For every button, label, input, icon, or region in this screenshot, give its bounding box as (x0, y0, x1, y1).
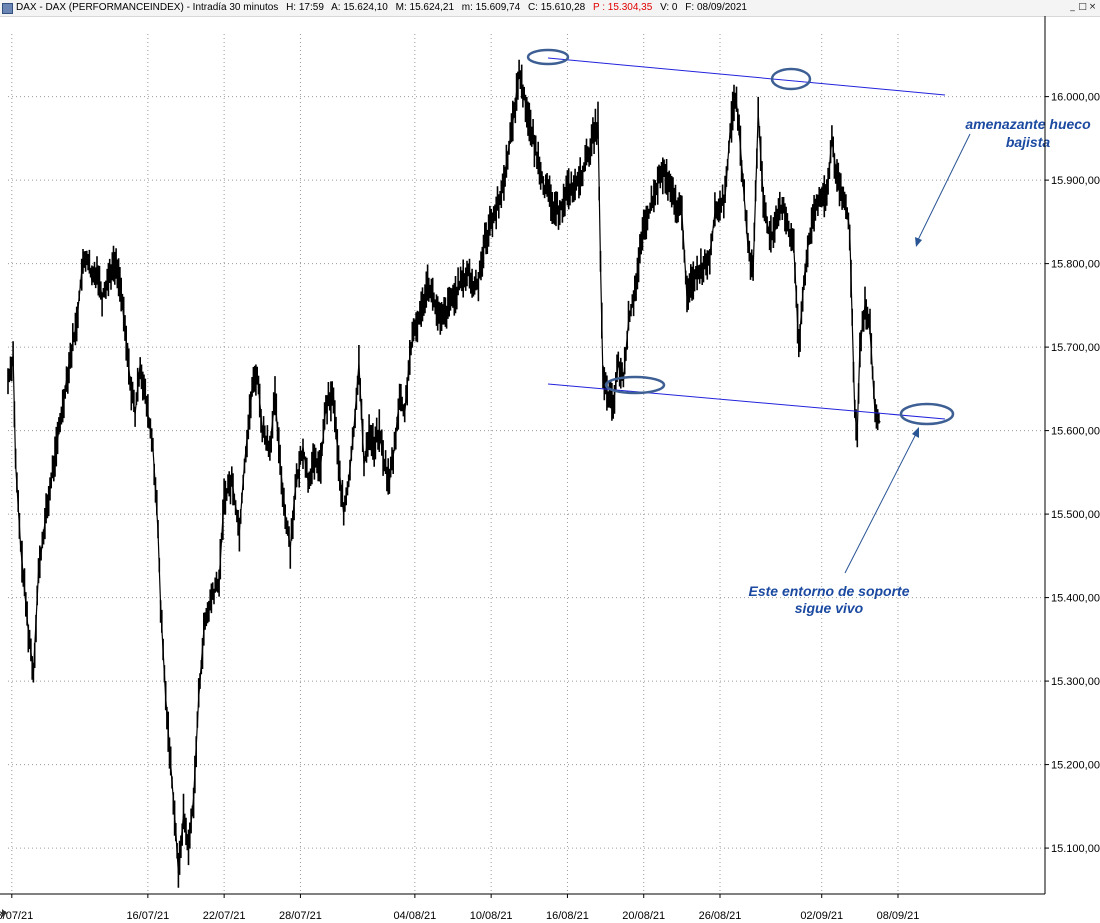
high-value: M: 15.624,21 (395, 2, 454, 13)
support-annotation-line-1: Este entorno de soporte (748, 583, 909, 599)
y-tick-label: 15.900,00 (1051, 175, 1100, 187)
price-series (7, 59, 881, 888)
y-tick-label: 15.600,00 (1051, 426, 1100, 438)
x-tick-label: 16/07/21 (126, 910, 169, 922)
point-value: P : 15.304,35 (592, 2, 653, 13)
y-tick-label: 15.200,00 (1051, 760, 1100, 772)
maximize-button[interactable]: □ (1078, 2, 1087, 12)
y-tick-label: 15.500,00 (1051, 509, 1100, 521)
x-tick-label: 08/07/21 (0, 910, 33, 922)
resistance-trendline[interactable] (547, 57, 946, 96)
support-annotation-line-2: sigue vivo (795, 600, 864, 616)
window-title: DAX - DAX (PERFORMANCEINDEX) - Intradía … (16, 2, 279, 13)
top-marker-ellipse-2[interactable] (770, 67, 812, 91)
top-marker-ellipse-1[interactable] (526, 48, 570, 66)
x-tick-label: 28/07/21 (279, 910, 322, 922)
scroll-left-arrow-icon[interactable] (2, 909, 7, 917)
chart-window-icon[interactable] (2, 3, 13, 14)
y-tick-label: 15.800,00 (1051, 259, 1100, 271)
x-tick-label: 10/08/21 (470, 910, 513, 922)
x-tick-label: 20/08/21 (622, 910, 665, 922)
bottom-marker-ellipse-2[interactable] (899, 402, 955, 426)
window-titlebar: DAX - DAX (PERFORMANCEINDEX) - Intradía … (0, 0, 1100, 17)
x-tick-label: 08/09/21 (877, 910, 920, 922)
open-value: A: 15.624,10 (331, 2, 388, 13)
x-tick-label: 02/09/21 (800, 910, 843, 922)
technical-drawings: amenazante hueco bajista Este entorno de… (526, 48, 1091, 616)
price-bars (7, 59, 880, 888)
chart-grid (8, 34, 1045, 894)
window-controls: _ □ × (1068, 2, 1097, 12)
bottom-marker-ellipse-1[interactable] (604, 375, 666, 395)
price-chart[interactable]: amenazante hueco bajista Este entorno de… (0, 16, 1100, 923)
date-value: F: 08/09/2021 (685, 2, 747, 13)
y-tick-label: 15.400,00 (1051, 593, 1100, 605)
price-line (7, 71, 881, 874)
y-tick-label: 15.300,00 (1051, 676, 1100, 688)
minimize-button[interactable]: _ (1070, 2, 1075, 12)
y-tick-label: 15.700,00 (1051, 342, 1100, 354)
gap-arrow-head (915, 237, 922, 247)
y-axis: 16.000,00 15.900,00 15.800,00 15.700,00 15.6… (1044, 16, 1100, 894)
gap-annotation-line-1: amenazante hueco (965, 116, 1091, 132)
gap-annotation-line-2: bajista (1006, 134, 1051, 150)
low-value: m: 15.609,74 (461, 2, 521, 13)
y-tick-label: 16.000,00 (1051, 92, 1100, 104)
close-button[interactable]: × (1088, 2, 1097, 12)
support-arrow-head (912, 427, 919, 438)
support-arrow[interactable] (844, 429, 919, 574)
x-axis: 08/07/21 16/07/21 22/07/21 28/07/21 04/08/21… (0, 893, 1045, 922)
volume-value: V: 0 (660, 2, 678, 13)
quote-summary: DAX - DAX (PERFORMANCEINDEX) - Intradía … (16, 0, 752, 16)
x-tick-label: 04/08/21 (393, 910, 436, 922)
y-tick-label: 15.100,00 (1051, 843, 1100, 855)
close-value: C: 15.610,28 (527, 2, 586, 13)
hour-value: H: 17:59 (286, 2, 324, 13)
x-tick-label: 16/08/21 (546, 910, 589, 922)
x-tick-label: 26/08/21 (699, 910, 742, 922)
x-tick-label: 22/07/21 (203, 910, 246, 922)
gap-arrow[interactable] (915, 133, 971, 245)
